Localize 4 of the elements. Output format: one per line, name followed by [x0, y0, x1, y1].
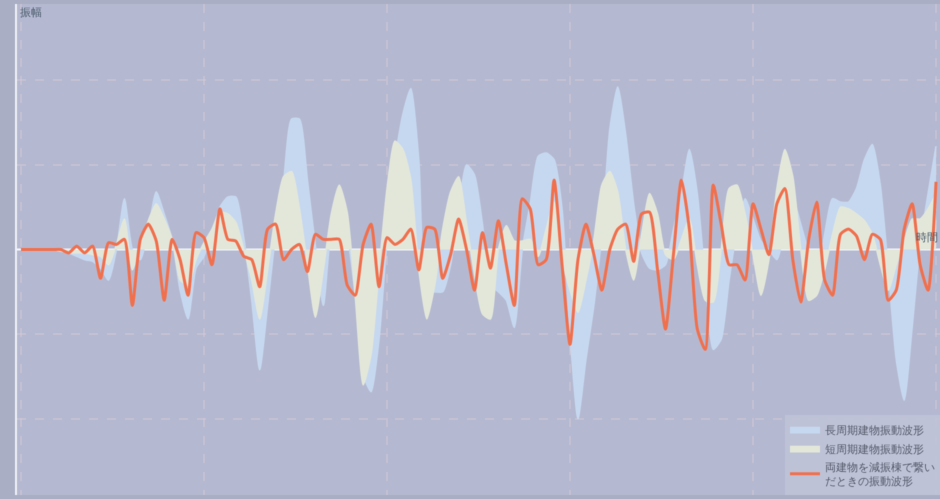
text: 振幅 [20, 6, 42, 19]
legend-label: 長周期建物振動波形 [825, 424, 924, 437]
legend-label: 両建物を減振棟で繋いだときの振動波形 [825, 460, 935, 488]
legend-label: 短周期建物振動波形 [825, 442, 924, 456]
